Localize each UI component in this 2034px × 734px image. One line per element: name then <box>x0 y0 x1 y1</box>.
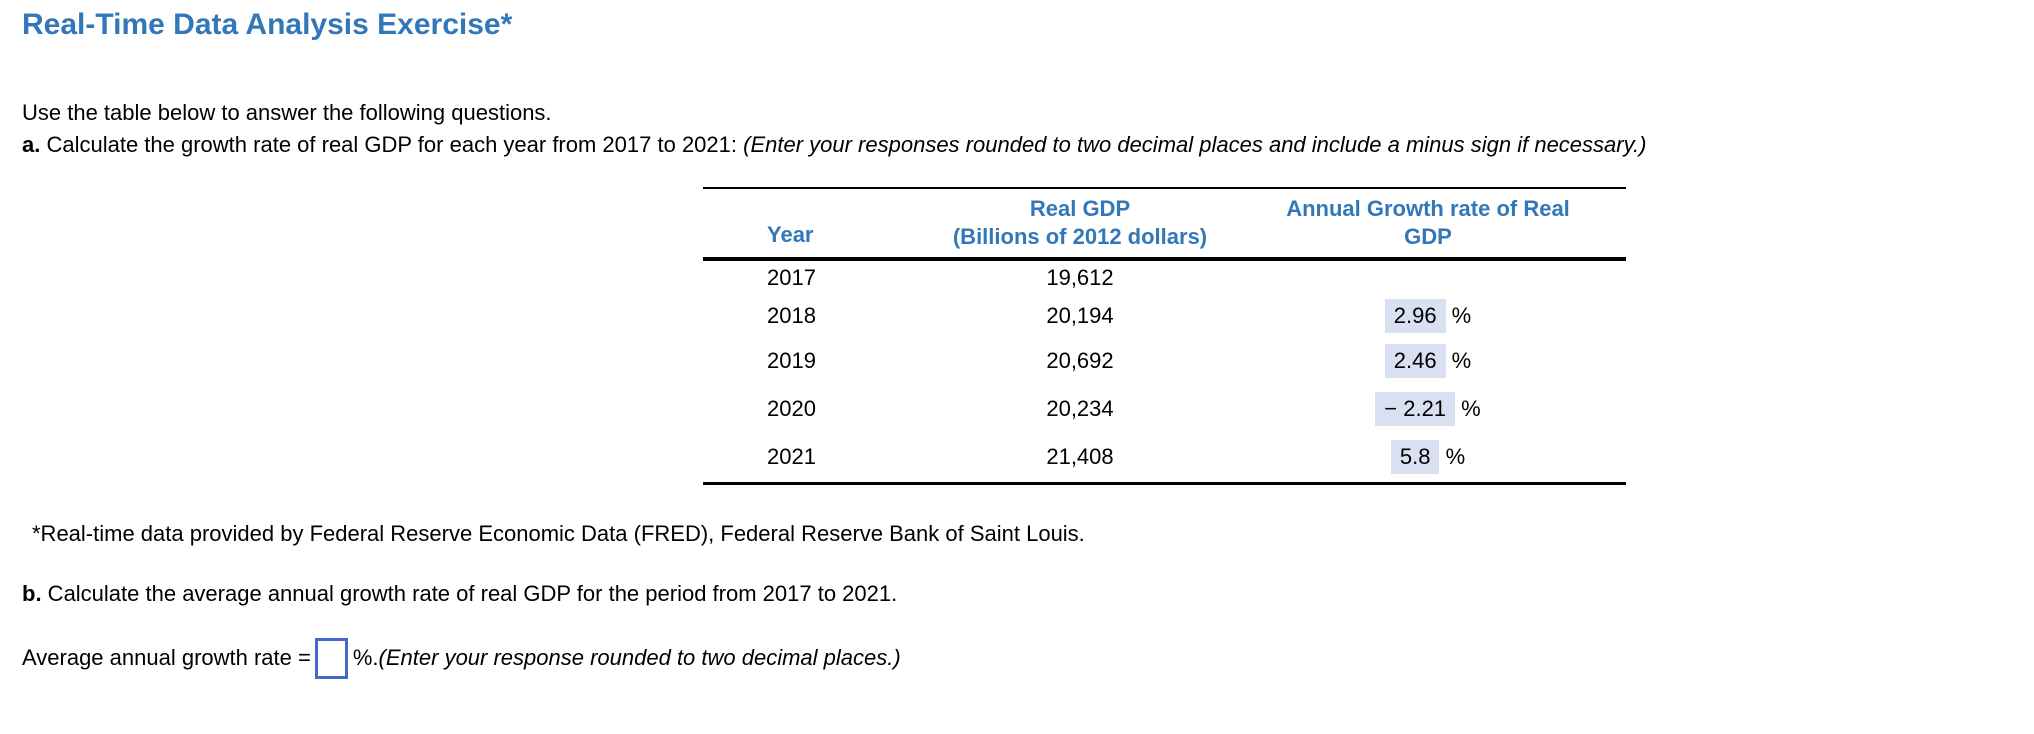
gdp-cell: 20,692 <box>1046 348 1114 373</box>
table-row: 2018 20,194 2.96 % <box>703 295 1626 337</box>
question-a-note: (Enter your responses rounded to two dec… <box>743 132 1647 157</box>
year-cell: 2020 <box>767 396 816 421</box>
intro-text: Use the table below to answer the follow… <box>22 100 552 125</box>
gdp-table-header: Year Real GDP (Billions of 2012 dollars)… <box>703 188 1626 259</box>
table-row: 2021 21,408 5.8 % <box>703 433 1626 483</box>
growth-cell: − 2.21 % <box>1230 385 1626 433</box>
growth-header-line1: Annual Growth rate of Real <box>1286 196 1570 221</box>
gdp-column-header: Real GDP (Billions of 2012 dollars) <box>930 188 1230 259</box>
gdp-cell: 19,612 <box>1046 265 1114 290</box>
growth-cell <box>1230 259 1626 295</box>
gdp-cell: 21,408 <box>1046 444 1114 470</box>
question-b: b. Calculate the average annual growth r… <box>22 581 897 607</box>
growth-value-field[interactable]: 5.8 <box>1390 440 1440 475</box>
question-a-text: Calculate the growth rate of real GDP fo… <box>40 132 744 157</box>
question-b-text: Calculate the average annual growth rate… <box>41 581 898 606</box>
page-title: Real-Time Data Analysis Exercise* <box>22 8 513 41</box>
answer-prefix: Average annual growth rate = <box>22 645 311 670</box>
gdp-cell: 20,234 <box>1046 396 1114 421</box>
year-cell: 2019 <box>767 348 816 373</box>
year-cell: 2018 <box>767 303 816 328</box>
growth-value-field[interactable]: − 2.21 <box>1375 392 1456 426</box>
growth-value-field[interactable]: 2.96 <box>1384 299 1446 333</box>
table-row: 2019 20,692 2.46 % <box>703 337 1626 385</box>
gdp-cell: 20,194 <box>1046 303 1114 328</box>
gdp-table: Year Real GDP (Billions of 2012 dollars)… <box>703 187 1626 485</box>
growth-cell: 2.46 % <box>1230 337 1626 385</box>
gdp-table-body: 2017 19,612 2018 20,194 2.96 % 2019 20,692 2.46… <box>703 259 1626 483</box>
answer-note: (Enter your response rounded to two deci… <box>378 645 901 670</box>
year-column-header: Year <box>767 222 814 247</box>
average-growth-answer-row: Average annual growth rate = %. (Enter y… <box>22 634 901 682</box>
answer-suffix: %. <box>352 645 379 670</box>
gdp-header-line1: Real GDP <box>1029 196 1131 221</box>
question-b-label: b. <box>22 581 42 606</box>
growth-header-line2: GDP <box>1404 224 1452 249</box>
table-row: 2020 20,234 − 2.21 % <box>703 385 1626 433</box>
year-cell: 2021 <box>767 444 816 470</box>
growth-column-header: Annual Growth rate of Real GDP <box>1230 188 1626 259</box>
question-a-label: a. <box>22 132 41 157</box>
table-row: 2017 19,612 <box>703 259 1626 295</box>
average-growth-input[interactable] <box>314 637 348 679</box>
growth-cell: 5.8 % <box>1230 433 1626 483</box>
question-a: a. Calculate the growth rate of real GDP… <box>22 132 1646 158</box>
growth-cell: 2.96 % <box>1230 295 1626 337</box>
year-cell: 2017 <box>767 265 816 290</box>
gdp-header-line2: (Billions of 2012 dollars) <box>952 224 1208 249</box>
source-footnote: *Real-time data provided by Federal Rese… <box>32 521 1085 546</box>
growth-value-field[interactable]: 2.46 <box>1384 344 1446 378</box>
